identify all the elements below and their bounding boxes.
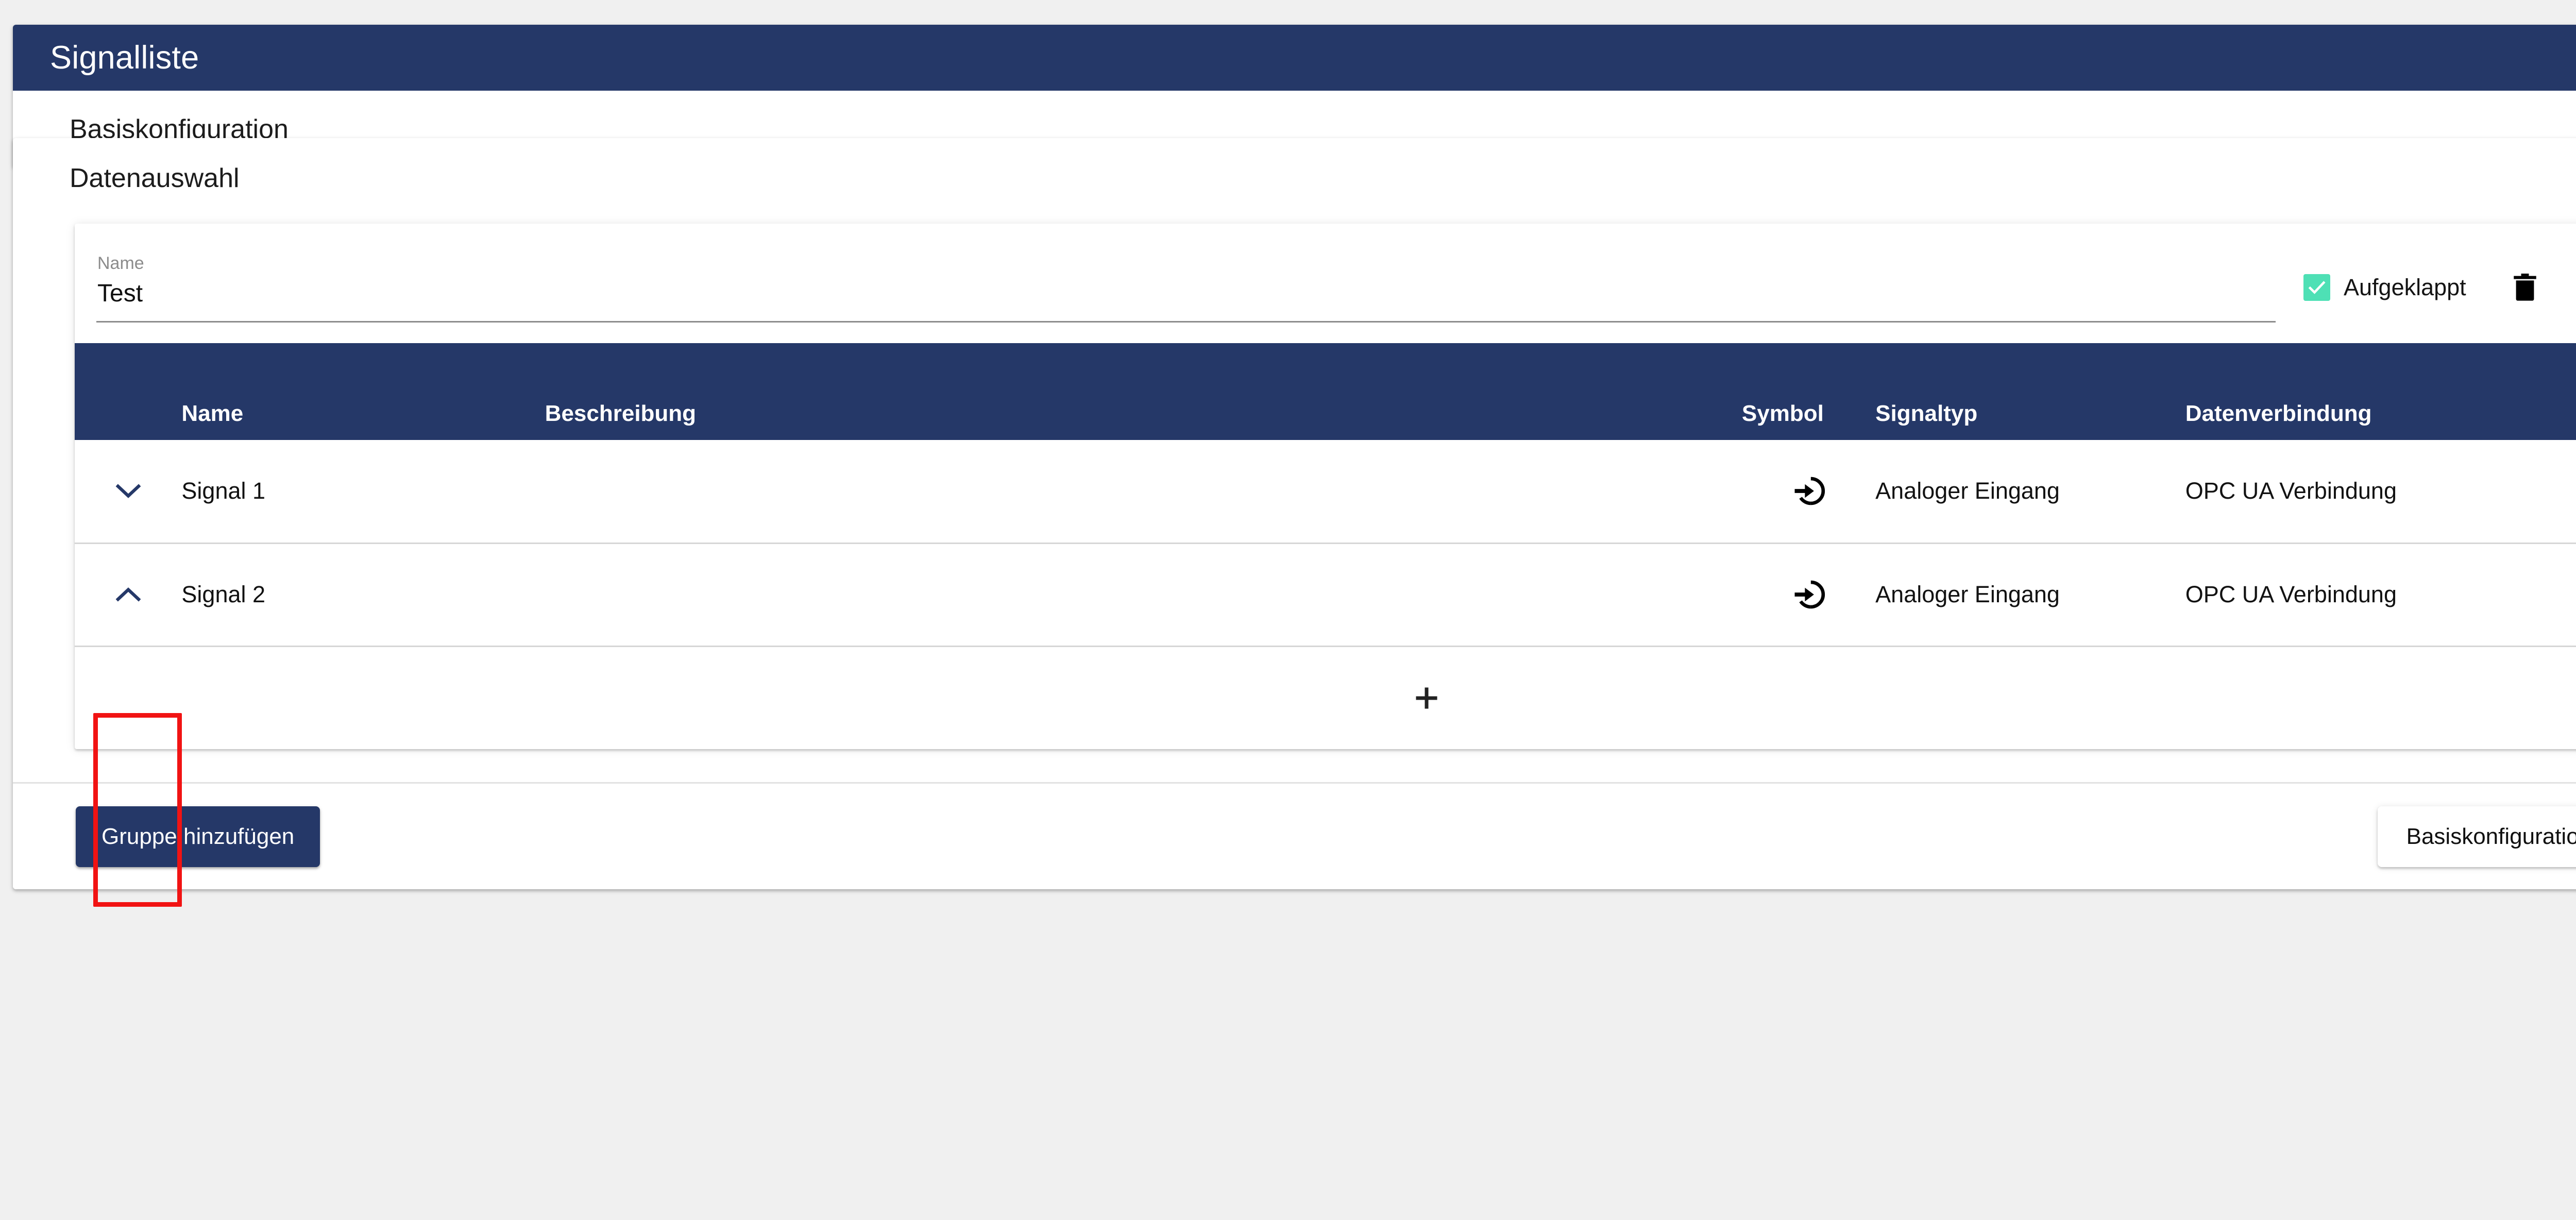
footer-bar: Gruppe hinzufügen Basiskonfiguration Dat…	[13, 782, 2576, 889]
group-card-bottom-gap	[13, 749, 2576, 782]
row-datenverbindung: OPC UA Verbindung	[2185, 581, 2397, 607]
group-name-input[interactable]: Test	[97, 280, 143, 307]
group-card: Name Test Aufgeklappt	[75, 224, 2576, 749]
analog-input-icon	[1742, 578, 1875, 612]
row-datenverbindung: OPC UA Verbindung	[2185, 478, 2397, 504]
th-expander	[75, 343, 181, 440]
row-symbol-cell	[1742, 543, 1875, 646]
analog-input-icon	[1742, 474, 1875, 508]
row-expander-cell[interactable]	[75, 543, 181, 646]
row-symbol-cell	[1742, 440, 1875, 543]
group-delete-button[interactable]	[2500, 263, 2550, 312]
row-beschreibung	[545, 440, 1742, 543]
add-group-button[interactable]: Gruppe hinzufügen	[76, 806, 320, 867]
th-symbol: Symbol	[1741, 401, 1824, 426]
table-row[interactable]: Signal 1	[75, 440, 2576, 543]
row-name: Signal 1	[181, 478, 266, 504]
group-actions: Aufgeklappt	[2303, 254, 2576, 313]
page-title: Signalliste	[50, 40, 199, 76]
row-expander-cell[interactable]	[75, 440, 181, 543]
chevron-up-icon[interactable]	[75, 586, 181, 603]
datenauswahl-label: Datenauswahl	[70, 163, 240, 193]
row-name: Signal 2	[181, 581, 266, 607]
group-name-label: Name	[97, 253, 144, 273]
table-header-row: Name Beschreibung Symbol Signaltyp Daten…	[75, 343, 2576, 440]
signals-table: Name Beschreibung Symbol Signaltyp Daten…	[75, 343, 2576, 749]
checkbox-checked-icon[interactable]	[2303, 274, 2330, 301]
chevron-down-icon[interactable]	[75, 483, 181, 499]
th-signaltyp: Signaltyp	[1875, 401, 1978, 426]
th-beschreibung: Beschreibung	[545, 401, 697, 426]
aufgeklappt-label: Aufgeklappt	[2344, 274, 2466, 300]
th-datenverbindung: Datenverbindung	[2185, 401, 2372, 426]
add-signal-cell[interactable]	[75, 646, 2576, 749]
group-header: Name Test Aufgeklappt	[75, 224, 2576, 343]
field-underline	[96, 321, 2276, 323]
row-signaltyp: Analoger Eingang	[1875, 478, 2060, 504]
datenauswahl-card: Datenauswahl Name	[13, 138, 2576, 889]
datenauswahl-header: Datenauswahl	[13, 138, 2576, 218]
group-collapse-button[interactable]	[2568, 262, 2576, 313]
row-beschreibung	[545, 543, 1742, 646]
th-name: Name	[181, 401, 244, 426]
title-bar: Signalliste	[13, 25, 2576, 91]
basiskonfiguration-button[interactable]: Basiskonfiguration	[2377, 806, 2576, 867]
table-row[interactable]: Signal 2	[75, 543, 2576, 646]
aufgeklappt-checkbox[interactable]: Aufgeklappt	[2303, 274, 2466, 301]
plus-icon[interactable]	[1401, 672, 1452, 724]
group-name-field[interactable]: Name Test	[96, 253, 2276, 326]
row-signaltyp: Analoger Eingang	[1875, 581, 2060, 607]
add-signal-row[interactable]	[75, 646, 2576, 749]
